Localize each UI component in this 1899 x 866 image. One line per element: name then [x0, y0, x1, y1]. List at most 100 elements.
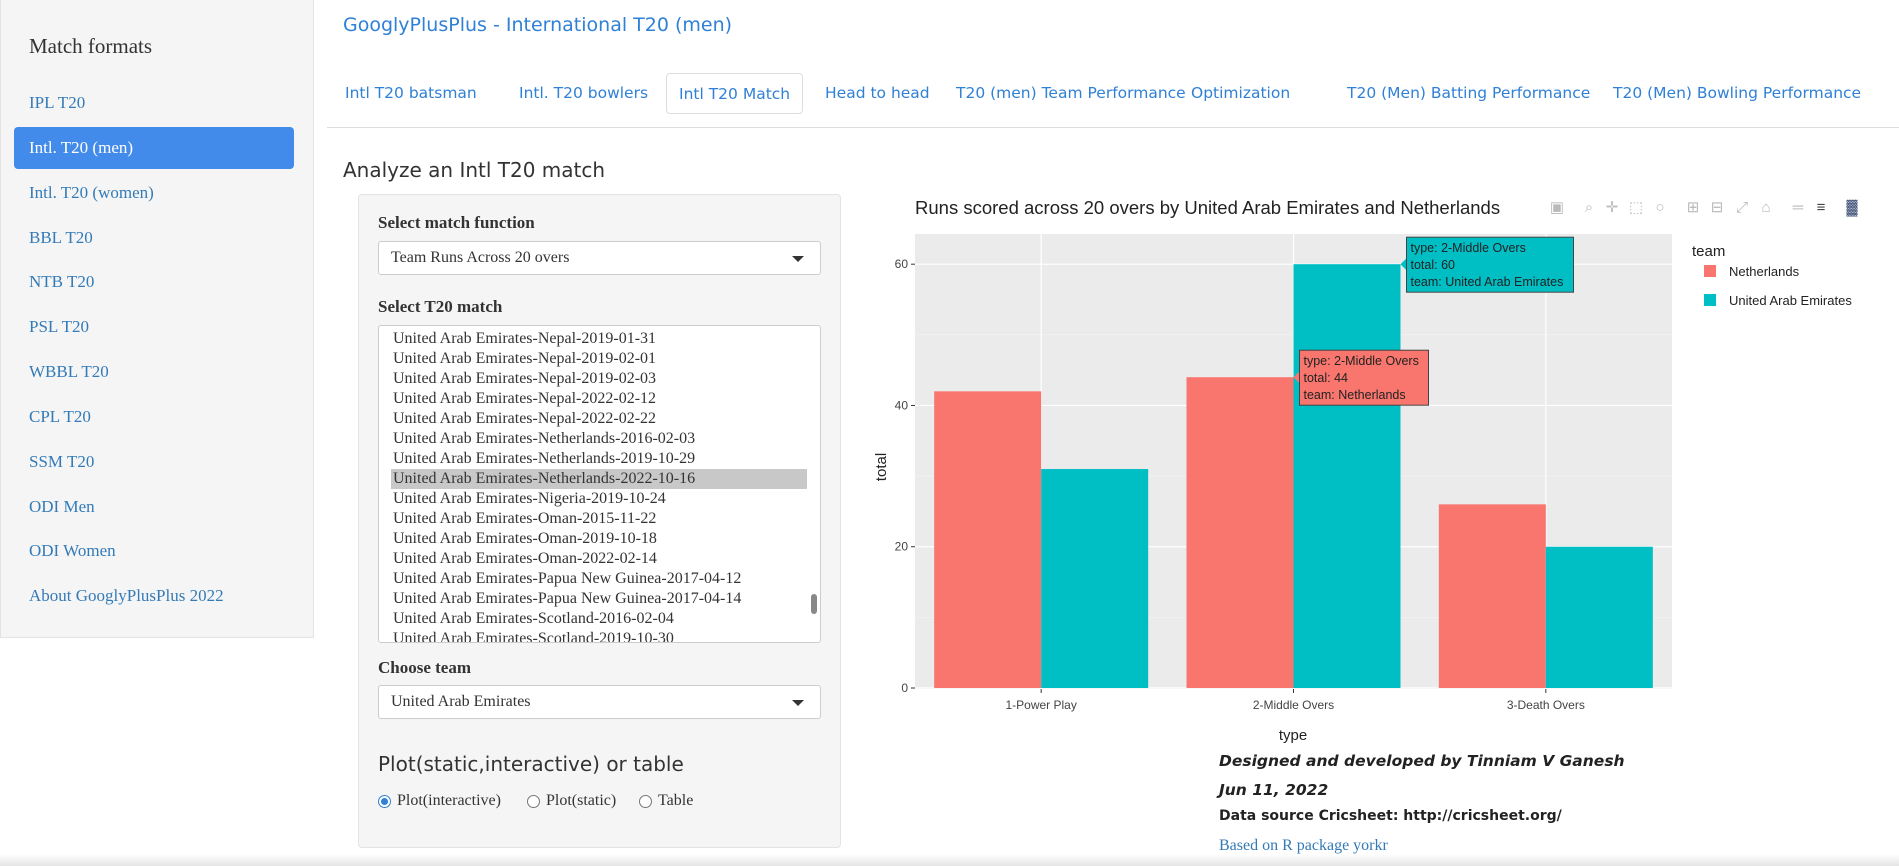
- x-axis: 1-Power Play 2-Middle Overs 3-Death Overs: [1005, 689, 1585, 712]
- list-item[interactable]: United Arab Emirates-Nigeria-2019-10-24: [393, 490, 666, 507]
- list-item[interactable]: United Arab Emirates-Scotland-2019-10-30: [393, 630, 674, 643]
- radio-plot-static[interactable]: Plot(static): [527, 790, 616, 812]
- list-item[interactable]: United Arab Emirates-Papua New Guinea-20…: [393, 570, 742, 587]
- legend-swatch: [1704, 294, 1716, 306]
- legend-item-netherlands[interactable]: Netherlands: [1704, 264, 1800, 279]
- match-function-select[interactable]: Team Runs Across 20 overs: [378, 241, 821, 275]
- tab-intl-t20-bowlers[interactable]: Intl. T20 bowlers: [519, 84, 649, 102]
- list-item[interactable]: United Arab Emirates-Oman-2015-11-22: [393, 510, 657, 527]
- tooltip-box: [1299, 349, 1429, 406]
- sidebar-item-ipl-t20[interactable]: IPL T20: [29, 93, 86, 112]
- list-item[interactable]: United Arab Emirates-Nepal-2022-02-12: [393, 390, 657, 407]
- legend-item-uae[interactable]: United Arab Emirates: [1704, 293, 1852, 308]
- tab-batting-performance[interactable]: T20 (Men) Batting Performance: [1347, 84, 1591, 102]
- sidebar-item-cpl-t20[interactable]: CPL T20: [29, 407, 91, 426]
- match-select-label: Select T20 match: [378, 297, 503, 316]
- y-axis-title: total: [873, 453, 890, 481]
- tab-intl-t20-match[interactable]: Intl T20 Match: [666, 73, 804, 114]
- match-function-label: Select match function: [378, 213, 535, 232]
- radio-checked-icon[interactable]: [378, 794, 391, 808]
- pan-icon[interactable]: ✛: [1606, 199, 1619, 216]
- camera-icon[interactable]: ▣: [1550, 199, 1564, 216]
- bar: [1041, 469, 1149, 688]
- sidebar-item-odi-men[interactable]: ODI Men: [29, 497, 95, 516]
- zoom-in-icon[interactable]: ⊞: [1687, 199, 1700, 216]
- autoscale-icon[interactable]: ⤢: [1736, 199, 1749, 216]
- plot-modebar: ▣ ⌕ ✛ ⬚ ○ ⊞ ⊟ ⤢ ⌂ ═ ≡ ▓: [1550, 199, 1858, 217]
- zoom-icon[interactable]: ⌕: [1585, 199, 1593, 216]
- radio-table[interactable]: Table: [639, 790, 693, 812]
- credit-text: Designed and developed by Tinniam V Gane…: [1219, 752, 1625, 770]
- hover-tooltips: type: 2-Middle Overs total: 60 team: Unite…: [1293, 236, 1574, 406]
- sidebar-item-wbbl-t20[interactable]: WBBL T20: [29, 362, 109, 381]
- tooltip-box: [1406, 236, 1574, 293]
- sidebar-item-about[interactable]: About GooglyPlusPlus 2022: [29, 586, 224, 605]
- list-item[interactable]: United Arab Emirates-Nepal-2019-02-01: [393, 350, 657, 367]
- tooltip-text: type: 2-Middle Overs: [1411, 241, 1526, 255]
- chevron-down-icon: [792, 256, 804, 262]
- tooltip-text: total: 44: [1304, 371, 1349, 385]
- app-title[interactable]: GooglyPlusPlus - International T20 (men): [343, 14, 733, 36]
- x-tick-label: 1-Power Play: [1005, 698, 1076, 712]
- list-item[interactable]: United Arab Emirates-Nepal-2019-01-31: [393, 330, 657, 347]
- tooltip-text: team: Netherlands: [1304, 388, 1406, 402]
- zoom-out-icon[interactable]: ⊟: [1711, 199, 1724, 216]
- sidebar-item-intl-t20-women[interactable]: Intl. T20 (women): [29, 183, 154, 202]
- tab-bar: Intl T20 batsman Intl. T20 bowlers Intl …: [327, 73, 1899, 128]
- radio-unchecked-icon[interactable]: [527, 794, 540, 808]
- radio-plot-interactive[interactable]: Plot(interactive): [378, 790, 501, 812]
- list-item[interactable]: United Arab Emirates-Oman-2019-10-18: [393, 530, 657, 547]
- plot-type-heading: Plot(static,interactive) or table: [378, 752, 684, 776]
- list-item[interactable]: United Arab Emirates-Papua New Guinea-20…: [393, 590, 742, 607]
- sidebar-item-bbl-t20[interactable]: BBL T20: [29, 228, 93, 247]
- list-item[interactable]: United Arab Emirates-Nepal-2019-02-03: [393, 370, 657, 387]
- spike-lines-icon[interactable]: ═: [1792, 199, 1804, 216]
- y-tick-label: 0: [901, 681, 908, 695]
- sidebar-item-ntb-t20[interactable]: NTB T20: [29, 272, 95, 291]
- list-item[interactable]: United Arab Emirates-Netherlands-2016-02…: [393, 430, 696, 447]
- legend-label: United Arab Emirates: [1729, 293, 1852, 308]
- tab-bowling-performance[interactable]: T20 (Men) Bowling Performance: [1613, 84, 1862, 102]
- tab-team-performance[interactable]: T20 (men) Team Performance: [956, 84, 1186, 102]
- data-source-text: Data source Cricsheet: http://cricsheet.…: [1219, 808, 1562, 824]
- list-item[interactable]: United Arab Emirates-Scotland-2016-02-04: [393, 610, 674, 627]
- x-tick-label: 3-Death Overs: [1507, 698, 1585, 712]
- legend-swatch: [1704, 265, 1716, 277]
- x-tick-label: 2-Middle Overs: [1253, 698, 1334, 712]
- bar: [934, 391, 1042, 688]
- sidebar-title: Match formats: [29, 34, 153, 58]
- legend-label: Netherlands: [1729, 264, 1800, 279]
- sidebar-item-psl-t20[interactable]: PSL T20: [29, 317, 89, 336]
- tab-head-to-head[interactable]: Head to head: [825, 84, 930, 102]
- radio-unchecked-icon[interactable]: [639, 794, 652, 808]
- bar: [1186, 377, 1294, 688]
- tab-optimization[interactable]: Optimization: [1191, 84, 1291, 102]
- date-text: Jun 11, 2022: [1219, 781, 1329, 799]
- team-select[interactable]: United Arab Emirates: [378, 685, 821, 719]
- list-item[interactable]: United Arab Emirates-Netherlands-2019-10…: [393, 450, 696, 467]
- box-select-icon[interactable]: ⬚: [1629, 199, 1643, 216]
- yorkr-link[interactable]: Based on R package yorkr: [1219, 837, 1388, 854]
- x-axis-title: type: [1279, 727, 1307, 744]
- radio-label: Table: [658, 792, 694, 809]
- sidebar: Match formats IPL T20 Intl. T20 (men) In…: [0, 0, 314, 638]
- team-value: United Arab Emirates: [391, 693, 531, 710]
- bar: [1438, 504, 1546, 688]
- tooltip-text: team: United Arab Emirates: [1411, 275, 1564, 289]
- listbox-scrollbar[interactable]: [811, 594, 817, 614]
- y-tick-label: 40: [895, 398, 909, 412]
- match-listbox[interactable]: United Arab Emirates-Nepal-2019-01-31 Un…: [378, 325, 821, 643]
- plotly-logo-icon[interactable]: ▓: [1847, 199, 1858, 217]
- lasso-icon[interactable]: ○: [1655, 199, 1664, 216]
- sidebar-item-intl-t20-men[interactable]: Intl. T20 (men): [14, 127, 294, 169]
- compare-hover-icon[interactable]: ≡: [1817, 199, 1826, 216]
- tab-intl-t20-batsman[interactable]: Intl T20 batsman: [345, 84, 477, 102]
- list-item[interactable]: United Arab Emirates-Oman-2022-02-14: [393, 550, 657, 567]
- sidebar-item-ssm-t20[interactable]: SSM T20: [29, 452, 95, 471]
- home-icon[interactable]: ⌂: [1761, 199, 1770, 216]
- sidebar-item-odi-women[interactable]: ODI Women: [29, 541, 116, 560]
- list-item[interactable]: United Arab Emirates-Nepal-2022-02-22: [393, 410, 657, 427]
- team-label: Choose team: [378, 658, 472, 677]
- list-item-selected[interactable]: United Arab Emirates-Netherlands-2022-10…: [391, 469, 807, 489]
- bottom-shadow: [0, 854, 1899, 866]
